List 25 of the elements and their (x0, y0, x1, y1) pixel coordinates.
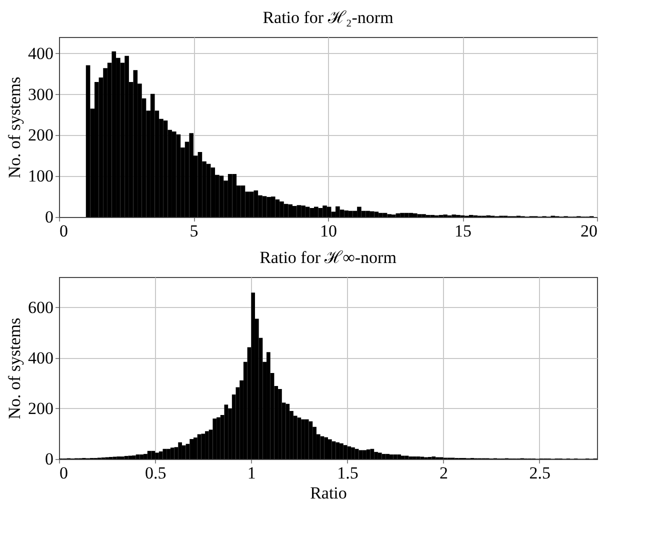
x-tick-label: 0 (60, 464, 68, 482)
y-tick-label: 600 (28, 298, 54, 317)
y-tick-label: 0 (45, 450, 54, 468)
y-tick-label: 400 (28, 44, 54, 63)
x-tick-label: 2 (440, 464, 448, 482)
x-axis-title: Ratio (310, 484, 347, 502)
x-tick-label: 0 (60, 222, 68, 240)
x-tick-label: 10 (320, 222, 337, 240)
x-tick-label: 5 (190, 222, 198, 240)
x-tick-label: 20 (580, 222, 598, 240)
x-tick-label: 1 (247, 464, 256, 482)
y-tick-label: 200 (28, 126, 54, 145)
chart-title: Ratio for ℋ∞-norm (260, 248, 396, 267)
y-tick-label: 300 (28, 84, 54, 104)
y-tick-label: 100 (28, 166, 54, 186)
y-axis-title: No. of systems (5, 76, 24, 178)
y-tick-label: 0 (45, 208, 54, 226)
y-tick-label: 400 (28, 348, 54, 368)
x-tick-label: 15 (454, 222, 472, 240)
y-tick-label: 200 (28, 398, 54, 418)
y-axis-title: No. of systems (5, 318, 24, 420)
chart-title: Ratio for ℋ₂-norm (262, 8, 394, 27)
x-tick-label: 1.5 (337, 464, 358, 482)
x-tick-label: 0.5 (144, 464, 166, 482)
x-tick-label: 2.5 (529, 464, 550, 482)
